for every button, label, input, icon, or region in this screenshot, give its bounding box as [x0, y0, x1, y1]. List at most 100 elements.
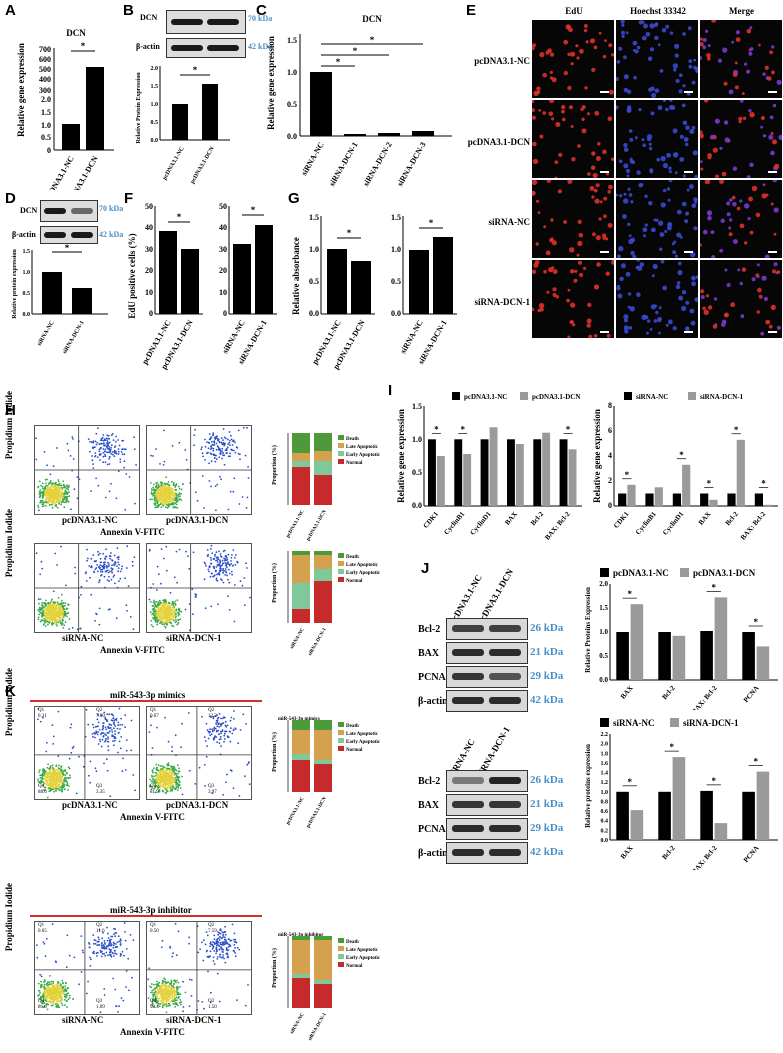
blot-label: β-actin [136, 42, 160, 51]
svg-text:siRNA-DCN-3: siRNA-DCN-3 [395, 141, 427, 188]
bar [755, 494, 763, 507]
sample-label: siRNA-NC [62, 633, 104, 643]
bar [673, 636, 686, 680]
svg-text:30: 30 [219, 245, 227, 254]
sample-label: siRNA-NC [62, 1015, 104, 1025]
quadrant-value: 7.69 [96, 714, 105, 719]
svg-text:0.5: 0.5 [41, 133, 51, 142]
svg-text:1.5: 1.5 [23, 249, 31, 255]
quadrant-name: Q1 [150, 923, 156, 928]
svg-text:0.0: 0.0 [391, 309, 401, 318]
svg-text:1.5: 1.5 [599, 604, 608, 612]
bar [658, 632, 671, 680]
sample-label: pcDNA3.1-DCN [166, 800, 228, 810]
svg-text:1.5: 1.5 [287, 36, 297, 45]
svg-text:1.0: 1.0 [41, 121, 51, 130]
svg-text:*: * [177, 212, 182, 222]
western-blot [166, 38, 246, 58]
svg-text:*: * [753, 757, 758, 767]
svg-text:1.0: 1.0 [599, 628, 608, 636]
svg-text:1.5: 1.5 [391, 213, 401, 222]
svg-text:0: 0 [608, 501, 612, 510]
bar-c [344, 134, 366, 136]
category-label: Bcl-2 [724, 510, 740, 527]
category-label: CyclinB1 [634, 510, 658, 537]
svg-text:40: 40 [219, 223, 227, 232]
category-label: BAX [619, 844, 635, 860]
bar [715, 597, 728, 680]
svg-text:2.0: 2.0 [41, 95, 51, 104]
flow-dotplot [146, 921, 252, 1015]
svg-text:*: * [65, 244, 70, 253]
western-blot [446, 666, 528, 688]
quadrant-value: 0.65 [38, 929, 47, 934]
bar [700, 631, 713, 680]
blot-label: β-actin [418, 848, 448, 859]
svg-text:1.6: 1.6 [601, 761, 609, 767]
bar [682, 465, 690, 506]
band [452, 649, 484, 656]
svg-text:Relative gene expression: Relative gene expression [396, 409, 406, 503]
svg-text:Relative gene expression: Relative gene expression [592, 409, 602, 503]
svg-text:50: 50 [219, 202, 227, 211]
svg-text:50: 50 [145, 202, 153, 211]
col-head: Hoechst 33342 [616, 6, 700, 16]
bar-c [378, 133, 400, 136]
micrograph [616, 180, 698, 258]
axis-label: Propidium Iodide [4, 385, 14, 465]
bar [658, 792, 671, 840]
quadrant-name: Q4 [38, 784, 44, 789]
svg-text:Relative protein expression: Relative protein expression [12, 249, 18, 319]
western-blot [166, 10, 246, 34]
svg-text:40: 40 [145, 223, 153, 232]
svg-text:pcDNA3.1-DCN: pcDNA3.1-DCN [532, 393, 580, 401]
svg-text:*: * [707, 479, 712, 489]
bar-a-nc [62, 124, 80, 150]
svg-text:*: * [627, 777, 632, 787]
svg-text:1.0: 1.0 [151, 102, 159, 108]
quadrant-name: Q3 [96, 999, 102, 1004]
svg-text:500: 500 [39, 65, 51, 74]
blot-label: Bcl-2 [418, 624, 440, 635]
svg-text:400: 400 [39, 75, 51, 84]
micrograph [532, 180, 614, 258]
western-blot [446, 770, 528, 792]
bar [507, 439, 515, 506]
blot-label: β-actin [12, 230, 36, 239]
svg-text:0.5: 0.5 [412, 468, 422, 477]
category-label: BAX: Bcl-2 [690, 684, 719, 710]
svg-text:Relative proteins expression: Relative proteins expression [584, 744, 592, 828]
svg-text:siRNA-NC: siRNA-NC [613, 718, 655, 728]
bar [437, 456, 445, 506]
svg-text:*: * [460, 424, 465, 434]
quadrant-name: Q3 [208, 999, 214, 1004]
category-label: CDK1 [612, 510, 631, 530]
svg-text:1.0: 1.0 [287, 68, 297, 77]
svg-text:Normal: Normal [346, 579, 363, 584]
flow-dotplot [34, 543, 140, 633]
quadrant-value: 0.31 [38, 714, 47, 719]
micrograph [532, 100, 614, 178]
western-blot [446, 794, 528, 816]
panel-b-ylabel: Relative Protein Expression [136, 72, 142, 144]
svg-text:0: 0 [223, 309, 227, 318]
svg-text:*: * [627, 589, 632, 599]
micrograph [616, 100, 698, 178]
bar [737, 440, 745, 506]
svg-text:pcDNA3.1-NC: pcDNA3.1-NC [286, 509, 306, 539]
sample-label: pcDNA3.1-DCN [166, 515, 228, 525]
cat-label: pcDNA3.1-NC [43, 154, 76, 190]
bar [616, 792, 629, 840]
svg-text:2: 2 [608, 476, 612, 485]
panel-d-chart: Relative protein expression 0.0 0.5 1.0 … [8, 244, 120, 360]
svg-text:*: * [370, 35, 375, 45]
svg-text:1.5: 1.5 [41, 108, 51, 117]
axis-label: Annexin V-FITC [100, 645, 165, 655]
blot-label: PCNA [418, 672, 446, 683]
svg-text:20: 20 [219, 266, 227, 275]
quadrant-value: 81.9 [150, 790, 159, 795]
panel-a-title: DCN [66, 28, 86, 38]
svg-text:*: * [251, 205, 256, 215]
bar [616, 632, 629, 680]
svg-text:30: 30 [145, 245, 153, 254]
